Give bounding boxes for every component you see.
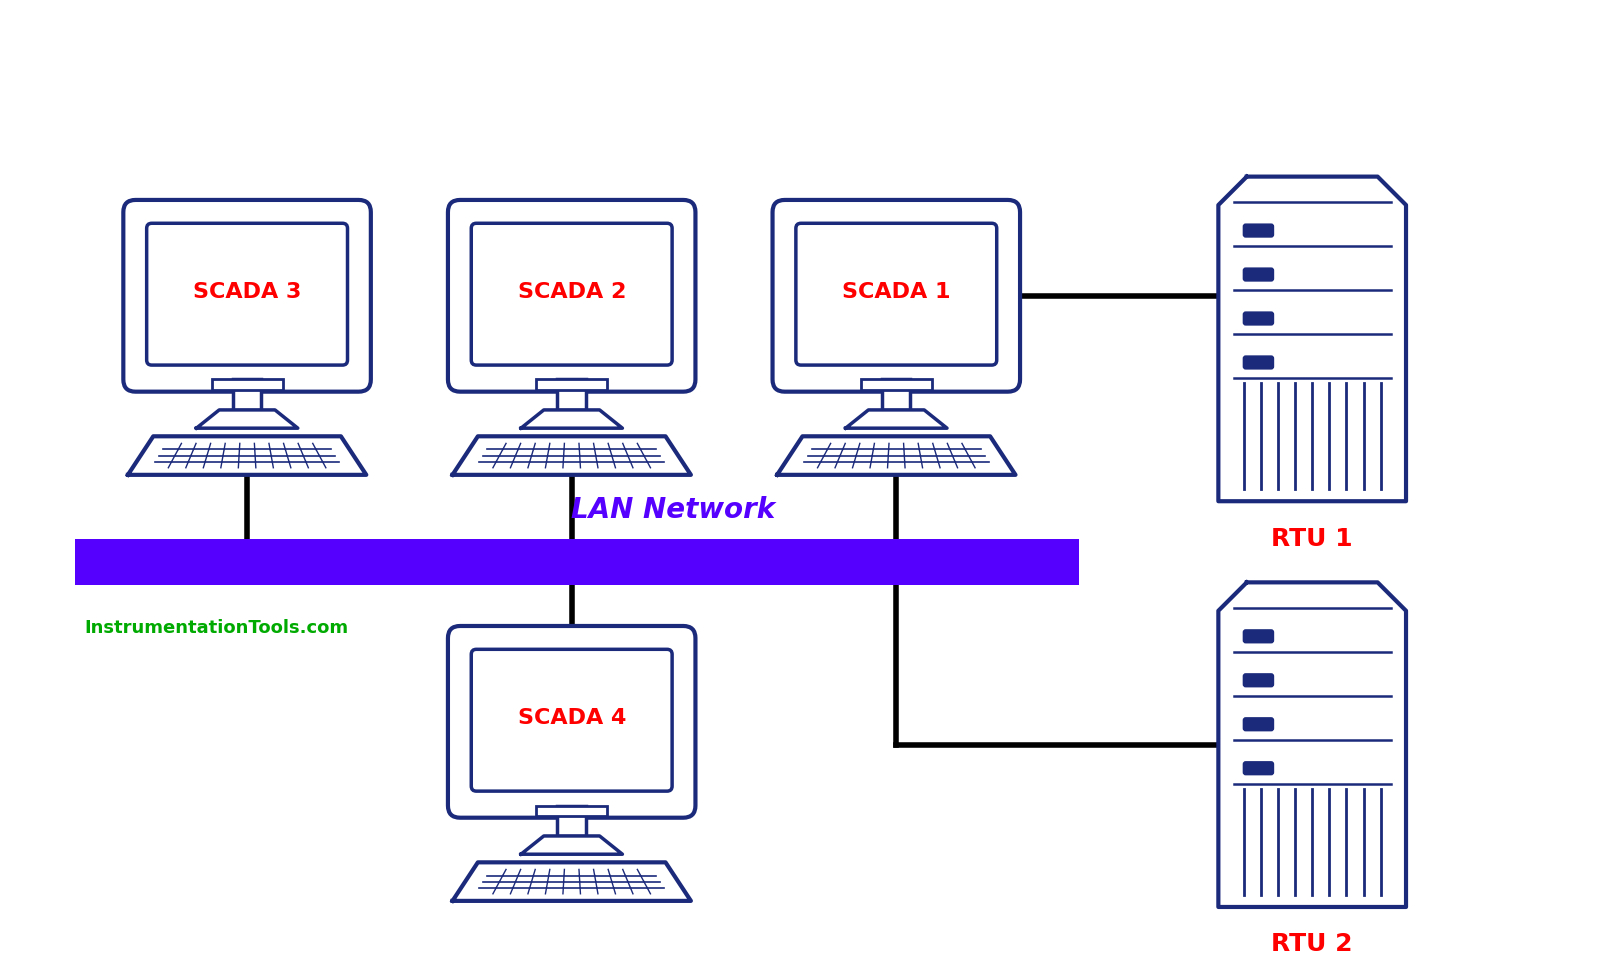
FancyBboxPatch shape <box>1243 718 1274 730</box>
Text: SCADA 1: SCADA 1 <box>842 283 950 302</box>
FancyBboxPatch shape <box>1243 312 1274 325</box>
FancyBboxPatch shape <box>1243 630 1274 642</box>
FancyBboxPatch shape <box>536 379 607 390</box>
FancyBboxPatch shape <box>472 649 671 791</box>
FancyBboxPatch shape <box>124 200 370 392</box>
Text: SCADA 2: SCADA 2 <box>517 283 626 302</box>
Text: SCADA 3: SCADA 3 <box>193 283 301 302</box>
FancyBboxPatch shape <box>233 379 261 410</box>
Text: RTU 1: RTU 1 <box>1272 527 1352 550</box>
FancyBboxPatch shape <box>147 224 348 365</box>
FancyBboxPatch shape <box>1243 357 1274 368</box>
Polygon shape <box>522 410 623 429</box>
FancyBboxPatch shape <box>773 200 1021 392</box>
Polygon shape <box>1219 177 1406 502</box>
Text: SCADA 4: SCADA 4 <box>517 709 626 728</box>
Polygon shape <box>522 836 623 854</box>
FancyBboxPatch shape <box>1243 762 1274 775</box>
FancyBboxPatch shape <box>448 200 696 392</box>
Text: InstrumentationTools.com: InstrumentationTools.com <box>85 619 349 637</box>
FancyBboxPatch shape <box>74 539 1079 585</box>
Text: RTU 2: RTU 2 <box>1272 932 1352 956</box>
FancyBboxPatch shape <box>1243 225 1274 236</box>
FancyBboxPatch shape <box>1243 675 1274 686</box>
Polygon shape <box>452 436 691 475</box>
FancyBboxPatch shape <box>557 806 586 836</box>
FancyBboxPatch shape <box>557 379 586 410</box>
FancyBboxPatch shape <box>536 806 607 816</box>
FancyBboxPatch shape <box>861 379 932 390</box>
Polygon shape <box>1219 582 1406 907</box>
Polygon shape <box>845 410 947 429</box>
FancyBboxPatch shape <box>448 626 696 817</box>
FancyBboxPatch shape <box>882 379 911 410</box>
FancyBboxPatch shape <box>1243 268 1274 281</box>
Polygon shape <box>196 410 298 429</box>
FancyBboxPatch shape <box>211 379 283 390</box>
Polygon shape <box>778 436 1016 475</box>
FancyBboxPatch shape <box>472 224 671 365</box>
FancyBboxPatch shape <box>795 224 997 365</box>
Polygon shape <box>452 862 691 901</box>
Text: LAN Network: LAN Network <box>572 496 776 524</box>
Polygon shape <box>127 436 367 475</box>
